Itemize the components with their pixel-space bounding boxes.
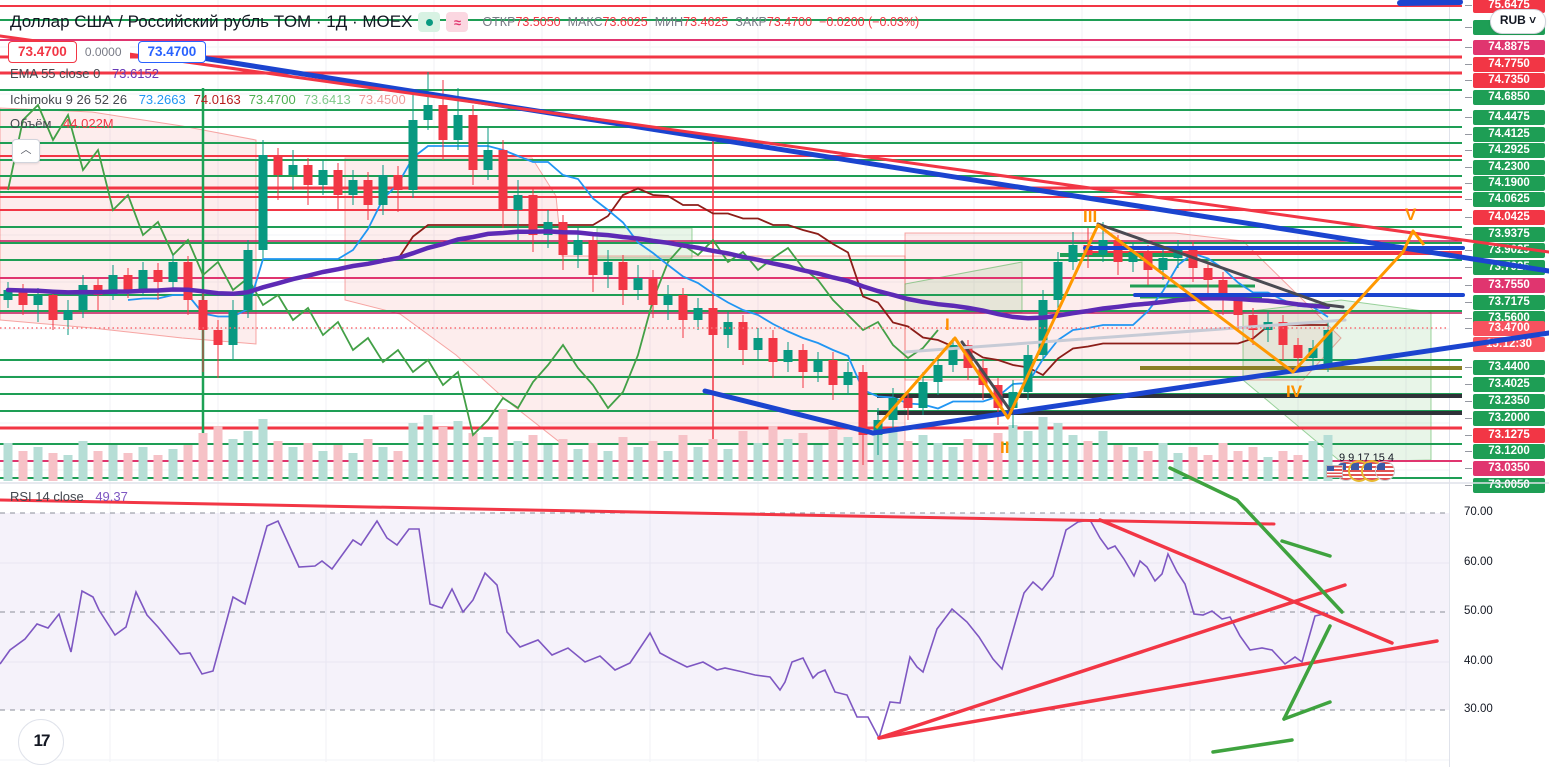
tradingview-logo[interactable]: 17 xyxy=(18,719,64,765)
price-level-label: 73.2350 xyxy=(1465,394,1545,409)
price-level-label: 74.6850 xyxy=(1465,90,1545,105)
rsi-label: RSI 14 close xyxy=(10,489,84,504)
rsi-axis-tick: 40.00 xyxy=(1464,655,1493,667)
grid-lines xyxy=(0,0,1449,762)
price-level-label: 74.1900 xyxy=(1465,176,1545,191)
candlesticks xyxy=(3,72,1333,465)
price-level-label: 74.2925 xyxy=(1465,143,1545,158)
close-value: 73.4700 xyxy=(766,15,813,29)
ichimoku-label: Ichimoku 9 26 52 26 xyxy=(10,92,128,107)
price-level-label: 73.9375 xyxy=(1465,227,1545,242)
symbol-title[interactable]: Доллар США / Российский рубль TOM · 1Д ·… xyxy=(10,12,413,31)
wave-label-III: III xyxy=(1083,207,1097,226)
bar-countdown-label: 15:12:30 xyxy=(1465,337,1545,352)
approx-price-icon[interactable]: ≈ xyxy=(446,12,469,32)
price-level-label: 74.7750 xyxy=(1465,57,1545,72)
rsi-legend[interactable]: RSI 14 close 49.37 xyxy=(10,489,128,504)
economic-event-marker[interactable]: 9 9 17 15 4 xyxy=(1327,452,1407,480)
rsi-pane xyxy=(0,466,1449,754)
price-level-label: 73.1275 xyxy=(1465,428,1545,443)
ichimoku-value: 73.6413 xyxy=(303,92,351,107)
ema-label: EMA 55 close 0 xyxy=(10,66,101,81)
price-level-label: 73.0050 xyxy=(1465,478,1545,493)
wave-label-IV: IV xyxy=(1286,382,1303,401)
alert-price-chip[interactable]: 73.4700 xyxy=(8,41,77,63)
ichimoku-values: 73.2663 74.0163 73.4700 73.6413 73.4500 xyxy=(139,92,414,107)
ichimoku-value: 73.4700 xyxy=(248,92,296,107)
price-level-label: 73.4400 xyxy=(1465,360,1545,375)
rsi-band xyxy=(0,513,1449,710)
us-flag-icon xyxy=(1327,466,1342,477)
change-value: −0.0200 (−0.03%) xyxy=(819,15,920,29)
price-level-label: 73.9025 xyxy=(1465,243,1545,258)
low-label: МИН xyxy=(654,15,684,29)
ohlc-readout: ОТКР73.5050 МАКС73.6025 МИН73.4625 ЗАКР73.4… xyxy=(482,15,926,29)
price-level-label: 73.4025 xyxy=(1465,377,1545,392)
horizontal-level-lines xyxy=(0,5,1462,479)
high-label: МАКС xyxy=(567,15,603,29)
price-axis[interactable]: 75.6475774.887574.775074.735074.685074.4… xyxy=(1449,0,1549,767)
price-diff-value: 0.0000 xyxy=(76,45,130,59)
volume-value: 44.022M xyxy=(63,116,114,131)
volume-bars xyxy=(3,393,1333,481)
price-level-label: 74.4125 xyxy=(1465,127,1545,142)
ichimoku-clouds xyxy=(0,107,1432,463)
price-level-label: 74.2300 xyxy=(1465,160,1545,175)
ichimoku-legend[interactable]: Ichimoku 9 26 52 26 73.2663 74.0163 73.470… xyxy=(10,92,414,107)
price-level-label: 74.4475 xyxy=(1465,110,1545,125)
market-status-icon[interactable] xyxy=(418,12,441,32)
collapse-legend-button[interactable]: ︿ xyxy=(12,139,40,163)
rsi-axis-tick: 50.00 xyxy=(1464,605,1493,617)
open-value: 73.5050 xyxy=(515,15,561,29)
symbol-header: Доллар США / Российский рубль TOM · 1Д ·… xyxy=(10,10,926,34)
price-level-label: 74.7350 xyxy=(1465,73,1545,88)
rsi-axis-tick: 70.00 xyxy=(1464,506,1493,518)
price-level-label: 73.0350 xyxy=(1465,461,1545,476)
price-level-label: 73.7550 xyxy=(1465,278,1545,293)
rsi-axis-tick: 30.00 xyxy=(1464,703,1493,715)
low-value: 73.4625 xyxy=(683,15,729,29)
price-level-label: 74.8875 xyxy=(1465,40,1545,55)
ema-line xyxy=(5,229,1331,321)
rsi-value: 49.37 xyxy=(95,489,128,504)
ema-legend[interactable]: EMA 55 close 0 73.6152 xyxy=(10,66,159,81)
open-label: ОТКР xyxy=(482,15,516,29)
ichimoku-value: 73.2663 xyxy=(138,92,186,107)
price-level-label: 74.0625 xyxy=(1465,192,1545,207)
close-label: ЗАКР xyxy=(735,15,767,29)
ichimoku-value: 74.0163 xyxy=(193,92,241,107)
volume-label: Объём xyxy=(10,116,52,131)
currency-dropdown[interactable]: RUB ˅ xyxy=(1490,9,1546,34)
rsi-line xyxy=(0,519,1329,741)
wave-label-I: I xyxy=(945,315,950,334)
entry-price-chip[interactable]: 73.4700 xyxy=(137,41,207,63)
price-level-label: 74.0425 xyxy=(1465,210,1545,225)
price-level-label: 73.2000 xyxy=(1465,411,1545,426)
ema-value: 73.6152 xyxy=(111,66,159,81)
wave-label-V: V xyxy=(1405,205,1417,224)
volume-legend[interactable]: Объём 44.022M xyxy=(10,116,114,131)
ichimoku-lines xyxy=(7,103,1329,437)
price-level-label: 73.7925 xyxy=(1465,260,1545,275)
trendlines xyxy=(0,0,1549,436)
ichimoku-value: 73.4500 xyxy=(358,92,406,107)
current-price-label: 73.4700 xyxy=(1465,321,1545,336)
price-line-tools: 73.4700 0.0000 73.4700 xyxy=(8,41,207,63)
price-level-label: 73.7175 xyxy=(1465,295,1545,310)
price-level-label: 73.1200 xyxy=(1465,444,1545,459)
rsi-axis-tick: 60.00 xyxy=(1464,556,1493,568)
wave-label-II: II xyxy=(1000,438,1009,457)
high-value: 73.6025 xyxy=(602,15,648,29)
vertical-lines xyxy=(201,88,714,480)
